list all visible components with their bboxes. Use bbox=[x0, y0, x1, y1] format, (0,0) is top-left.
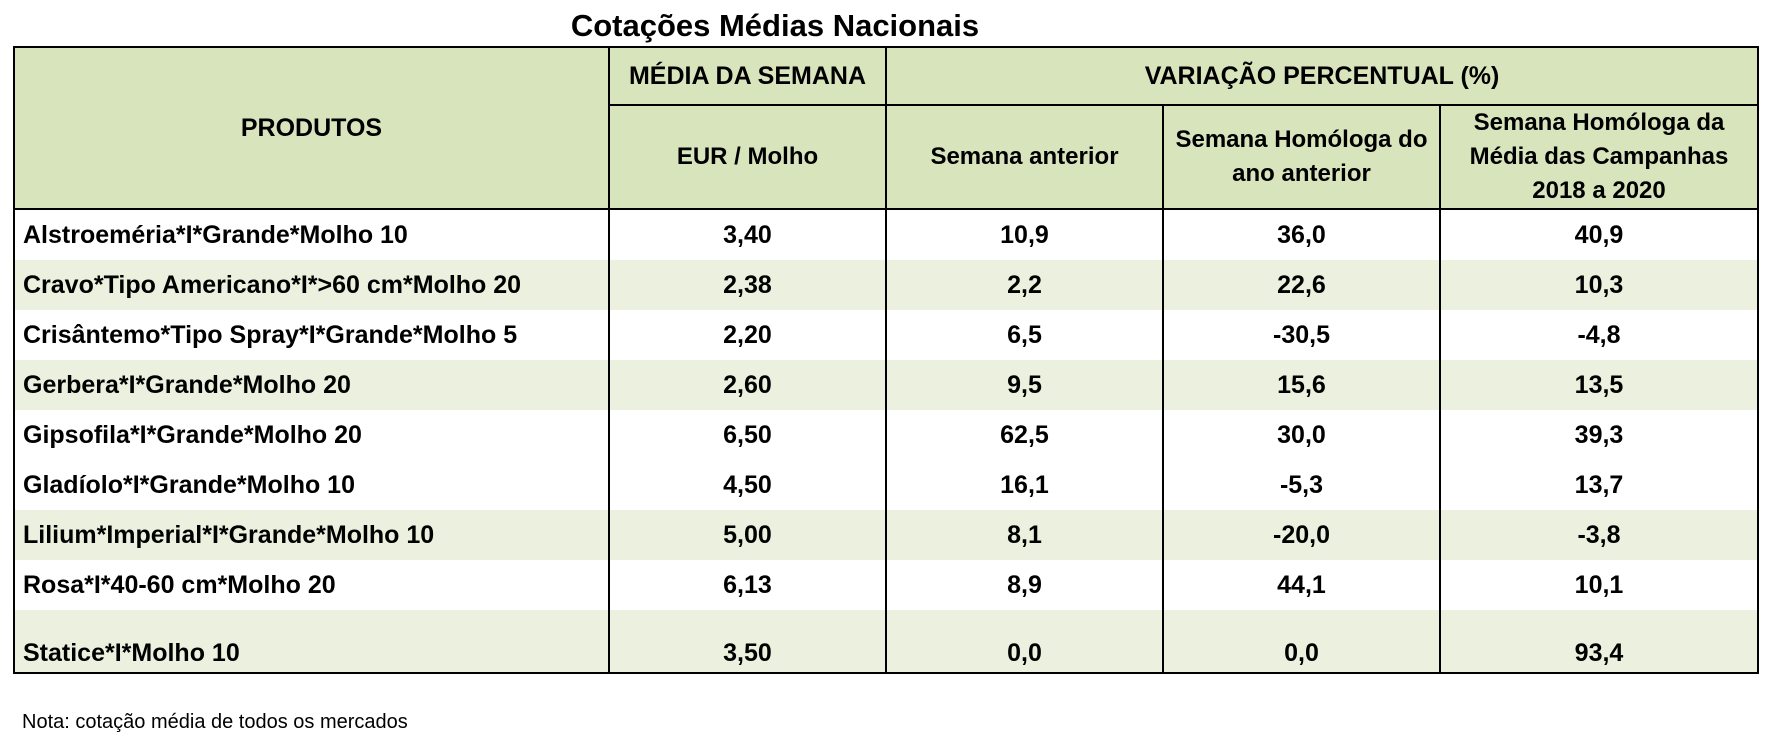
cell-produto: Gladíolo*I*Grande*Molho 10 bbox=[13, 460, 610, 510]
cell-produto: Rosa*I*40-60 cm*Molho 20 bbox=[13, 560, 610, 610]
header-variacao: VARIAÇÃO PERCENTUAL (%) bbox=[884, 46, 1760, 106]
cell-media: 2,20 bbox=[608, 310, 887, 360]
cell-campanhas: 39,3 bbox=[1438, 410, 1760, 460]
table-row: Alstroeméria*I*Grande*Molho 10 3,40 10,9… bbox=[13, 208, 1760, 260]
table-header: PRODUTOS MÉDIA DA SEMANA VARIAÇÃO PERCEN… bbox=[13, 46, 1760, 210]
cell-anterior: 16,1 bbox=[885, 460, 1164, 510]
cell-media: 4,50 bbox=[608, 460, 887, 510]
cell-anterior: 0,0 bbox=[885, 610, 1164, 674]
table-body: Alstroeméria*I*Grande*Molho 10 3,40 10,9… bbox=[13, 208, 1760, 674]
cell-media: 2,60 bbox=[608, 360, 887, 410]
table-row: Gipsofila*I*Grande*Molho 20 6,50 62,5 30… bbox=[13, 410, 1760, 460]
cell-media: 6,50 bbox=[608, 410, 887, 460]
cell-produto: Cravo*Tipo Americano*I*>60 cm*Molho 20 bbox=[13, 260, 610, 310]
cell-anterior: 8,1 bbox=[885, 510, 1164, 560]
cell-campanhas: -4,8 bbox=[1438, 310, 1760, 360]
cell-media: 3,40 bbox=[608, 208, 887, 260]
cell-anterior: 2,2 bbox=[885, 260, 1164, 310]
cell-campanhas: 93,4 bbox=[1438, 610, 1760, 674]
cell-homologa: -5,3 bbox=[1162, 460, 1441, 510]
cell-homologa: -30,5 bbox=[1162, 310, 1441, 360]
cell-campanhas: 13,7 bbox=[1438, 460, 1760, 510]
cell-homologa: 30,0 bbox=[1162, 410, 1441, 460]
table-row: Statice*I*Molho 10 3,50 0,0 0,0 93,4 bbox=[13, 610, 1760, 674]
cell-produto: Gerbera*I*Grande*Molho 20 bbox=[13, 360, 610, 410]
cell-campanhas: 10,3 bbox=[1438, 260, 1760, 310]
cell-anterior: 6,5 bbox=[885, 310, 1164, 360]
quotes-table: PRODUTOS MÉDIA DA SEMANA VARIAÇÃO PERCEN… bbox=[13, 46, 1760, 674]
cell-media: 5,00 bbox=[608, 510, 887, 560]
table-row: Crisântemo*Tipo Spray*I*Grande*Molho 5 2… bbox=[13, 310, 1760, 360]
header-semana-homologa-campanhas: Semana Homóloga da Média das Campanhas 2… bbox=[1438, 104, 1760, 210]
cell-homologa: 36,0 bbox=[1162, 208, 1441, 260]
cell-homologa: -20,0 bbox=[1162, 510, 1441, 560]
cell-campanhas: 10,1 bbox=[1438, 560, 1760, 610]
table-row: Gerbera*I*Grande*Molho 20 2,60 9,5 15,6 … bbox=[13, 360, 1760, 410]
header-semana-anterior: Semana anterior bbox=[885, 104, 1164, 210]
table-row: Rosa*I*40-60 cm*Molho 20 6,13 8,9 44,1 1… bbox=[13, 560, 1760, 610]
header-produtos: PRODUTOS bbox=[13, 46, 610, 210]
cell-campanhas: 40,9 bbox=[1438, 208, 1760, 260]
cell-anterior: 62,5 bbox=[885, 410, 1164, 460]
header-media-semana: MÉDIA DA SEMANA bbox=[608, 46, 887, 106]
cell-anterior: 8,9 bbox=[885, 560, 1164, 610]
cell-produto: Gipsofila*I*Grande*Molho 20 bbox=[13, 410, 610, 460]
header-unidade: EUR / Molho bbox=[608, 104, 887, 210]
cell-media: 6,13 bbox=[608, 560, 887, 610]
table-row: Lilium*Imperial*I*Grande*Molho 10 5,00 8… bbox=[13, 510, 1760, 560]
header-semana-homologa: Semana Homóloga do ano anterior bbox=[1162, 104, 1441, 210]
cell-produto: Lilium*Imperial*I*Grande*Molho 10 bbox=[13, 510, 610, 560]
cell-campanhas: -3,8 bbox=[1438, 510, 1760, 560]
cell-campanhas: 13,5 bbox=[1438, 360, 1760, 410]
cell-produto: Statice*I*Molho 10 bbox=[13, 610, 610, 674]
cell-anterior: 10,9 bbox=[885, 208, 1164, 260]
cell-homologa: 0,0 bbox=[1162, 610, 1441, 674]
table-row: Gladíolo*I*Grande*Molho 10 4,50 16,1 -5,… bbox=[13, 460, 1760, 510]
cell-produto: Alstroeméria*I*Grande*Molho 10 bbox=[13, 208, 610, 260]
cell-anterior: 9,5 bbox=[885, 360, 1164, 410]
cell-homologa: 44,1 bbox=[1162, 560, 1441, 610]
cell-homologa: 22,6 bbox=[1162, 260, 1441, 310]
cell-homologa: 15,6 bbox=[1162, 360, 1441, 410]
cell-media: 2,38 bbox=[608, 260, 887, 310]
footnote: Nota: cotação média de todos os mercados bbox=[22, 711, 408, 733]
page-title: Cotações Médias Nacionais bbox=[570, 8, 980, 43]
cell-media: 3,50 bbox=[608, 610, 887, 674]
cell-produto: Crisântemo*Tipo Spray*I*Grande*Molho 5 bbox=[13, 310, 610, 360]
table-row: Cravo*Tipo Americano*I*>60 cm*Molho 20 2… bbox=[13, 260, 1760, 310]
